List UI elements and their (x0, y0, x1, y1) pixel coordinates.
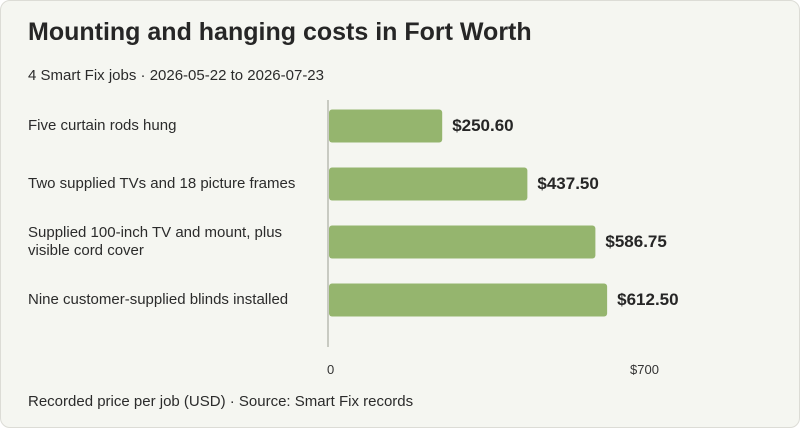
category-label-3: Supplied 100-inch TV and mount, plus vis… (28, 224, 283, 259)
bar-3 (329, 225, 596, 259)
category-label-1: Five curtain rods hung (28, 117, 177, 134)
value-label-1: $250.60 (452, 116, 514, 135)
chart-title: Mounting and hanging costs in Fort Worth (28, 18, 532, 46)
category-label-4: Nine customer-supplied blinds installed (28, 291, 289, 308)
category-label-2: Two supplied TVs and 18 picture frames (28, 175, 296, 192)
x-tick-label-max: $700 (630, 362, 659, 377)
bar-4 (329, 283, 608, 317)
x-tick-label-min: 0 (327, 362, 335, 377)
value-label-3: $586.75 (605, 232, 667, 251)
value-label-2: $437.50 (537, 174, 599, 193)
chart-footer: Recorded price per job (USD) · Source: S… (28, 393, 414, 410)
chart-subtitle: 4 Smart Fix jobs · 2026-05-22 to 2026-07… (28, 67, 324, 84)
value-label-4: $612.50 (617, 290, 679, 309)
bar-1 (329, 109, 443, 143)
bar-2 (329, 167, 528, 201)
